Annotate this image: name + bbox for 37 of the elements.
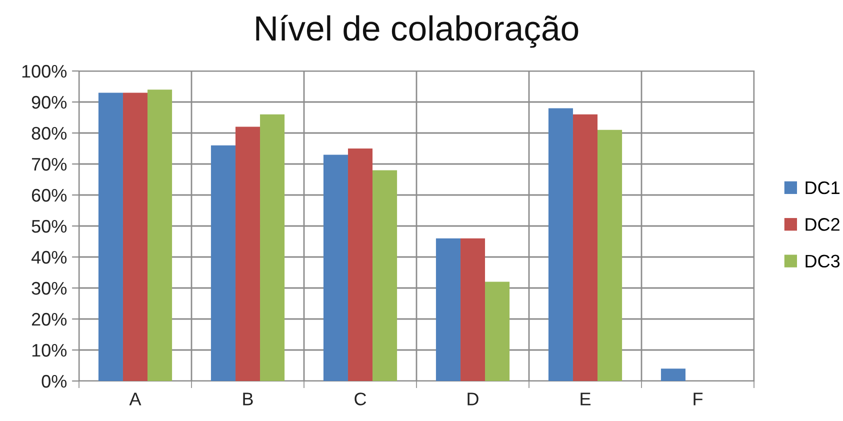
x-tick-label: E	[580, 392, 590, 406]
x-tick-label: F	[694, 392, 703, 406]
bar	[98, 92, 123, 381]
legend-label: DC3	[806, 254, 840, 268]
legend-label: DC1	[806, 181, 840, 194]
y-tick-label: 90%	[32, 96, 67, 109]
x-tick-label: C	[354, 392, 366, 406]
bar	[436, 238, 460, 381]
y-tick-label: 60%	[32, 188, 67, 202]
y-tick-label: 10%	[32, 344, 67, 357]
y-tick-label: 50%	[32, 220, 67, 233]
bar	[122, 92, 148, 381]
y-tick-label: 0%	[42, 374, 67, 388]
y-tick-label: 70%	[32, 158, 67, 171]
y-tick-label: 20%	[32, 312, 67, 326]
y-tick-label: 40%	[31, 250, 67, 264]
legend-label: DC2	[806, 218, 840, 231]
bar	[485, 282, 510, 381]
x-tick-label: D	[468, 392, 478, 406]
y-tick-label: 30%	[32, 282, 67, 295]
y-tick-label: 80%	[32, 126, 67, 140]
bar	[210, 145, 236, 381]
bar	[260, 114, 285, 381]
bar	[460, 238, 486, 381]
y-tick-label: 100%	[22, 64, 67, 78]
x-tick-label: A	[129, 392, 142, 406]
bar	[372, 170, 398, 381]
bar	[235, 126, 260, 381]
bar	[348, 148, 373, 381]
x-tick-label: B	[243, 392, 253, 406]
chart-title: Nível de colaboração	[256, 14, 578, 48]
bar	[148, 90, 172, 381]
bar	[323, 154, 348, 381]
bar	[660, 368, 686, 381]
bar	[572, 114, 598, 381]
bar	[548, 108, 573, 381]
bar	[598, 130, 622, 381]
